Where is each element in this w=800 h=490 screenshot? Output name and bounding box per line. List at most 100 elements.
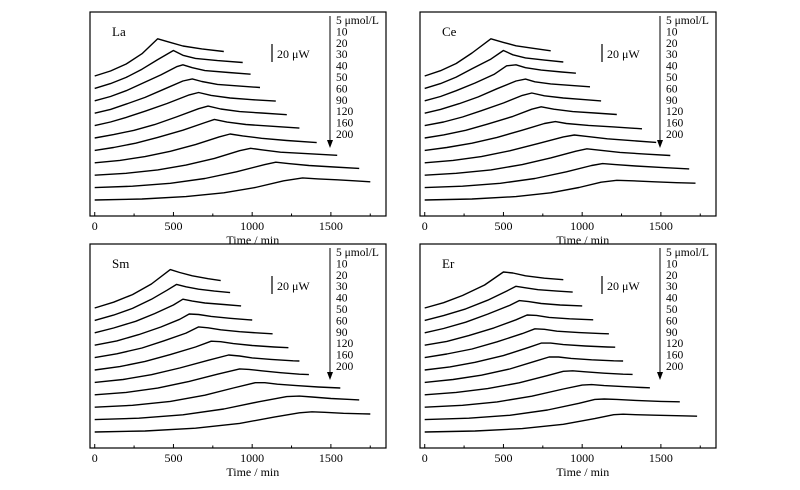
series-line-6 xyxy=(94,340,289,371)
panel-title: Ce xyxy=(442,24,457,39)
panel-title: Er xyxy=(442,256,455,271)
arrowhead-icon xyxy=(327,140,333,148)
legend-label: 60 xyxy=(336,83,348,95)
series-line-10 xyxy=(424,162,690,189)
legend-label: 5 μmol/L xyxy=(666,15,709,27)
series-line-11 xyxy=(424,179,696,201)
series-line-3 xyxy=(94,298,242,334)
legend-label: 160 xyxy=(666,118,684,130)
series-line-5 xyxy=(424,328,609,359)
series-line-4 xyxy=(94,313,253,346)
series-line-7 xyxy=(94,354,300,384)
series-line-1 xyxy=(424,271,564,309)
legend-label: 90 xyxy=(336,95,348,107)
arrowhead-icon xyxy=(327,372,333,380)
scale-bar-label: 20 μW xyxy=(277,47,310,61)
legend-label: 60 xyxy=(336,315,348,327)
series-line-4 xyxy=(424,78,591,114)
arrowhead-icon xyxy=(657,140,663,148)
legend-label: 5 μmol/L xyxy=(336,247,379,259)
legend-label: 10 xyxy=(666,258,678,270)
legend-label: 160 xyxy=(336,118,354,130)
legend-label: 20 xyxy=(666,38,678,50)
legend-label: 40 xyxy=(666,293,678,305)
legend-label: 160 xyxy=(666,350,684,362)
x-tick-label: 500 xyxy=(494,451,512,465)
x-axis-label: Time / min xyxy=(556,465,609,479)
series-line-3 xyxy=(424,64,576,102)
legend-label: 20 xyxy=(666,270,678,282)
arrowhead-icon xyxy=(657,372,663,380)
x-tick-label: 500 xyxy=(494,219,512,233)
legend-label: 60 xyxy=(666,83,678,95)
series-line-3 xyxy=(94,64,251,102)
x-tick-label: 0 xyxy=(422,451,428,465)
plot-frame xyxy=(89,243,387,449)
legend-label: 50 xyxy=(336,72,348,84)
series-line-2 xyxy=(424,285,573,322)
x-axis-label: Time / min xyxy=(226,465,279,479)
series-line-6 xyxy=(94,105,287,139)
legend-label: 60 xyxy=(666,315,678,327)
series-line-7 xyxy=(94,118,300,152)
series-line-6 xyxy=(424,342,616,371)
series-line-1 xyxy=(424,38,551,77)
series-line-1 xyxy=(94,38,224,77)
series-line-8 xyxy=(424,370,633,396)
legend-label: 120 xyxy=(666,106,684,118)
series-line-9 xyxy=(94,382,341,408)
legend-label: 10 xyxy=(336,26,348,38)
series-line-6 xyxy=(424,106,617,139)
scale-bar-label: 20 μW xyxy=(277,279,310,293)
series-line-1 xyxy=(94,268,221,309)
series-line-3 xyxy=(424,299,583,334)
legend-label: 10 xyxy=(336,258,348,270)
legend-label: 30 xyxy=(666,281,678,293)
series-line-8 xyxy=(424,134,657,164)
legend-label: 40 xyxy=(666,61,678,73)
series-line-4 xyxy=(94,78,261,114)
panel-title: La xyxy=(112,24,126,39)
legend-label: 20 xyxy=(336,38,348,50)
series-line-2 xyxy=(94,283,231,322)
legend-label: 50 xyxy=(666,72,678,84)
series-line-4 xyxy=(424,314,594,346)
legend-label: 5 μmol/L xyxy=(666,247,709,259)
series-line-2 xyxy=(94,49,243,90)
series-line-8 xyxy=(94,368,309,396)
x-tick-label: 0 xyxy=(422,219,428,233)
legend-label: 120 xyxy=(336,338,354,350)
series-line-2 xyxy=(424,49,564,90)
legend-label: 200 xyxy=(666,129,684,141)
panel-title: Sm xyxy=(112,256,129,271)
series-line-7 xyxy=(424,120,643,152)
series-line-11 xyxy=(94,177,371,201)
series-line-8 xyxy=(94,133,317,164)
series-line-11 xyxy=(424,413,698,433)
legend-label: 50 xyxy=(336,304,348,316)
x-tick-label: 1000 xyxy=(570,451,594,465)
series-line-5 xyxy=(424,92,602,127)
plot-frame xyxy=(89,11,387,217)
scale-bar-label: 20 μW xyxy=(607,47,640,61)
series-line-10 xyxy=(424,398,680,421)
x-tick-label: 1000 xyxy=(240,451,264,465)
legend-label: 30 xyxy=(666,49,678,61)
legend-label: 5 μmol/L xyxy=(336,15,379,27)
series-line-9 xyxy=(424,148,671,176)
series-line-10 xyxy=(94,395,360,421)
plot-frame xyxy=(419,243,717,449)
series-line-9 xyxy=(424,383,650,408)
x-tick-label: 0 xyxy=(92,219,98,233)
x-tick-label: 500 xyxy=(164,451,182,465)
x-tick-label: 1000 xyxy=(240,219,264,233)
x-tick-label: 1500 xyxy=(319,219,343,233)
legend-label: 40 xyxy=(336,61,348,73)
legend-label: 200 xyxy=(336,361,354,373)
legend-label: 90 xyxy=(666,327,678,339)
series-line-10 xyxy=(94,161,360,189)
series-line-5 xyxy=(94,91,276,127)
